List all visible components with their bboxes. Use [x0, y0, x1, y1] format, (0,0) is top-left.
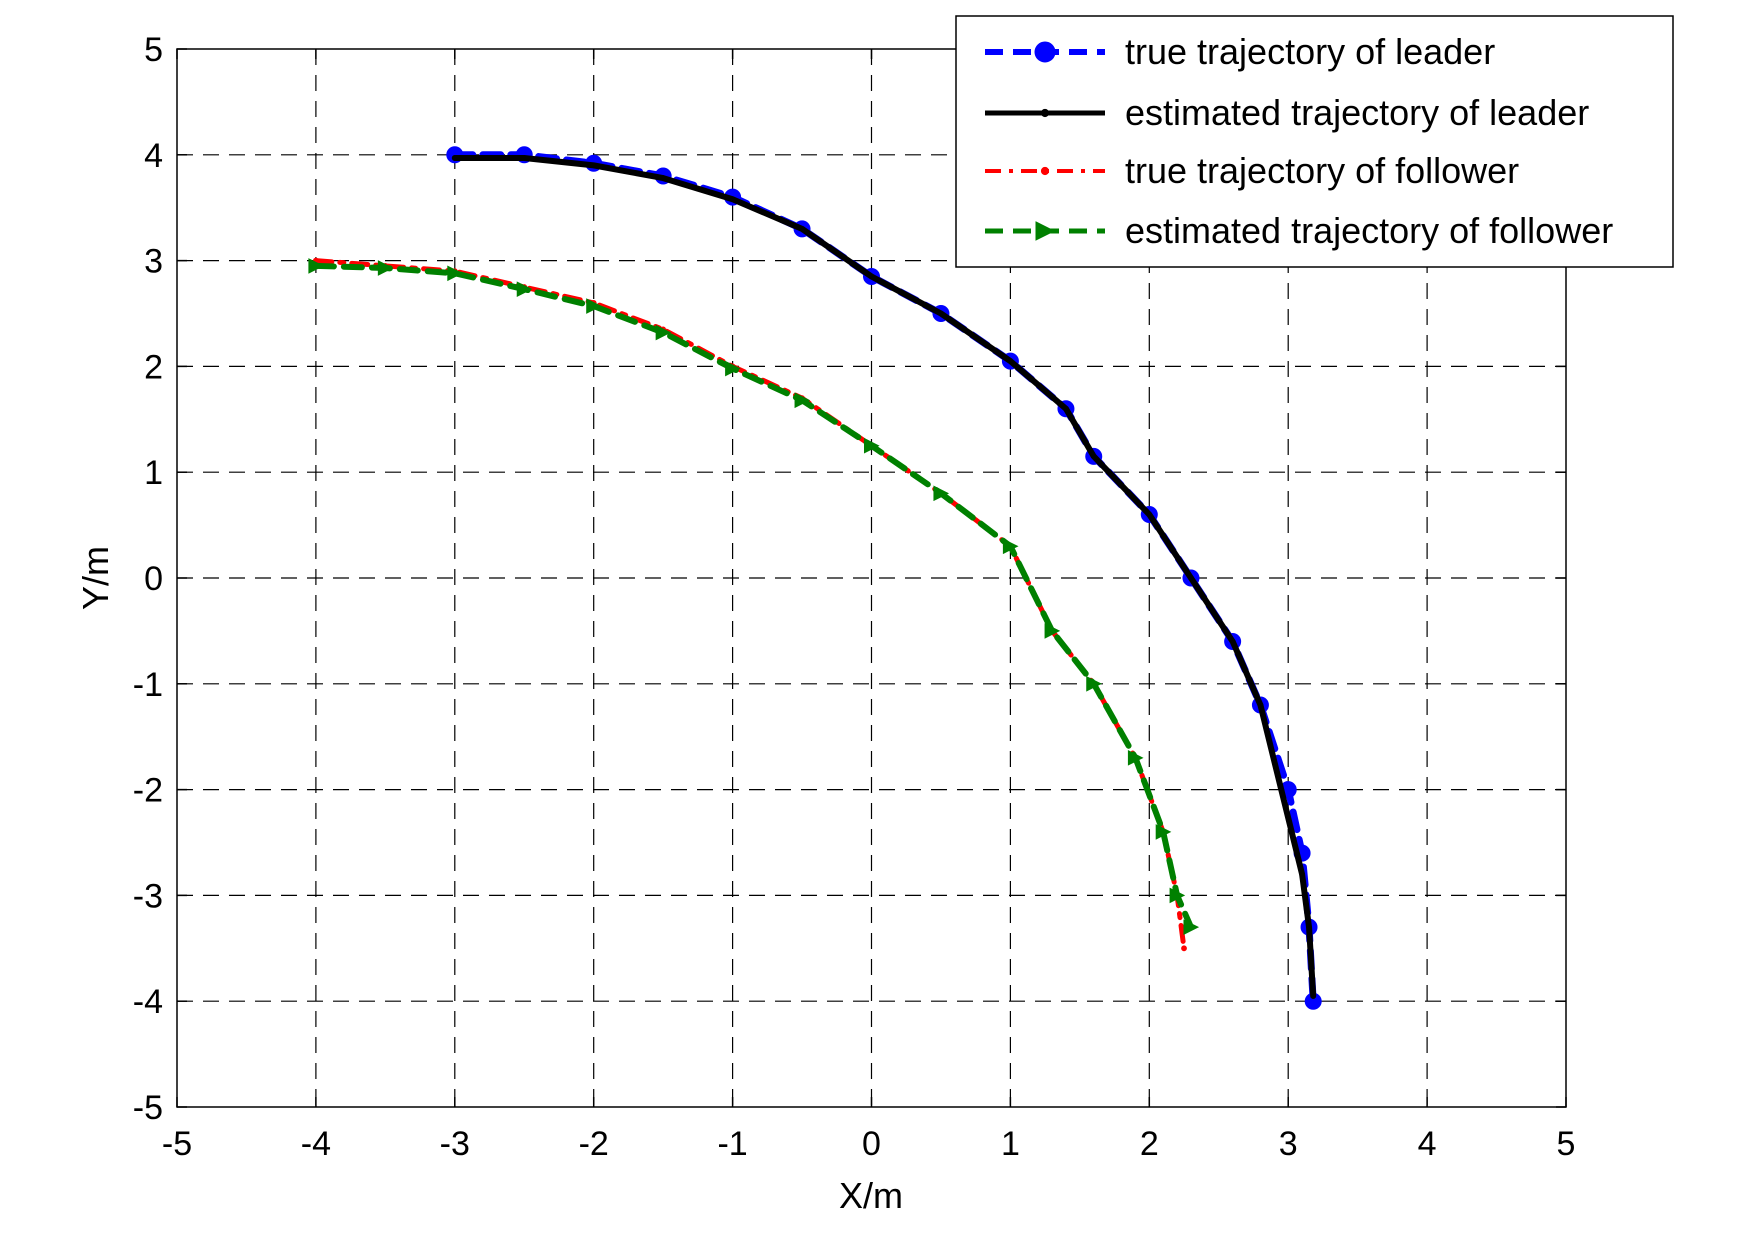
legend-box	[955, 15, 1674, 268]
data-point	[1086, 675, 1102, 692]
data-point	[725, 360, 741, 377]
x-tick-label: -1	[717, 1125, 747, 1163]
legend: true trajectory of leader estimated traje…	[955, 15, 1674, 268]
data-point	[451, 155, 458, 161]
series-layer	[308, 146, 1322, 1010]
data-point	[799, 225, 805, 232]
x-tick-label: -5	[162, 1125, 192, 1163]
x-tick-label: -2	[579, 1125, 609, 1163]
data-point	[516, 281, 533, 297]
data-point	[1183, 919, 1200, 935]
data-point	[447, 265, 463, 282]
x-tick-label: 4	[1418, 1125, 1437, 1163]
data-point	[1155, 824, 1172, 840]
data-point	[586, 298, 602, 314]
y-tick-label: -1	[133, 666, 163, 704]
y-tick-label: 4	[144, 137, 163, 175]
data-point	[590, 162, 597, 169]
data-point	[1188, 575, 1194, 581]
legend-swatch-marker	[1035, 221, 1056, 241]
data-point	[1090, 453, 1097, 460]
y-tick-label: 3	[144, 243, 163, 281]
y-tick-label: 1	[144, 454, 163, 492]
data-point	[1146, 511, 1153, 518]
data-point	[660, 175, 667, 181]
y-axis-label: Y/m	[75, 546, 116, 610]
x-tick-label: -3	[440, 1125, 470, 1163]
data-point	[1229, 638, 1236, 645]
data-point	[1007, 358, 1014, 365]
x-tick-label: 0	[862, 1125, 881, 1163]
y-tick-label: -2	[133, 772, 163, 810]
x-tick-label: 2	[1140, 1125, 1159, 1163]
ticks: -5 -4 -3 -2 -1 0 1 2 3 4 5 -5 -4 -3 -2 -1 0 1 2 3 4 5	[133, 31, 1576, 1163]
series-2	[451, 154, 1317, 999]
data-point	[1310, 993, 1317, 999]
data-point	[655, 324, 672, 341]
x-tick-label: 5	[1557, 1125, 1576, 1163]
legend-label: true trajectory of leader	[1125, 31, 1495, 72]
x-tick-label: 3	[1279, 1125, 1298, 1163]
legend-swatch-marker	[1040, 166, 1050, 176]
data-point	[1002, 538, 1019, 555]
data-point	[938, 310, 944, 317]
data-point	[308, 258, 325, 274]
y-tick-label: 2	[144, 348, 163, 386]
data-point	[933, 485, 950, 502]
data-point	[1278, 786, 1285, 793]
y-tick-label: -5	[133, 1089, 163, 1127]
data-point	[377, 260, 394, 276]
legend-label: true trajectory of follower	[1125, 150, 1519, 191]
data-point	[864, 437, 880, 454]
data-point	[1063, 405, 1069, 412]
y-tick-label: -3	[133, 877, 163, 915]
data-point	[1044, 623, 1061, 639]
data-point	[729, 196, 736, 203]
legend-label: estimated trajectory of follower	[1125, 210, 1613, 251]
y-tick-label: 5	[144, 31, 163, 69]
data-point	[1169, 887, 1186, 904]
legend-label: estimated trajectory of leader	[1125, 92, 1589, 133]
x-tick-label: 1	[1001, 1125, 1020, 1163]
series-4	[308, 258, 1200, 935]
data-point	[794, 392, 811, 409]
data-point	[1306, 924, 1312, 931]
legend-swatch-marker	[1040, 108, 1050, 118]
y-tick-label: 0	[144, 560, 163, 598]
legend-swatch-marker	[1034, 41, 1056, 63]
data-point	[1127, 750, 1144, 766]
x-tick-label: -4	[301, 1125, 331, 1163]
data-point	[521, 155, 528, 161]
data-point	[1181, 945, 1187, 952]
data-point	[868, 273, 875, 280]
y-tick-label: -4	[133, 983, 163, 1021]
data-point	[1299, 871, 1305, 878]
data-point	[1257, 702, 1264, 708]
x-axis-label: X/m	[839, 1175, 903, 1216]
